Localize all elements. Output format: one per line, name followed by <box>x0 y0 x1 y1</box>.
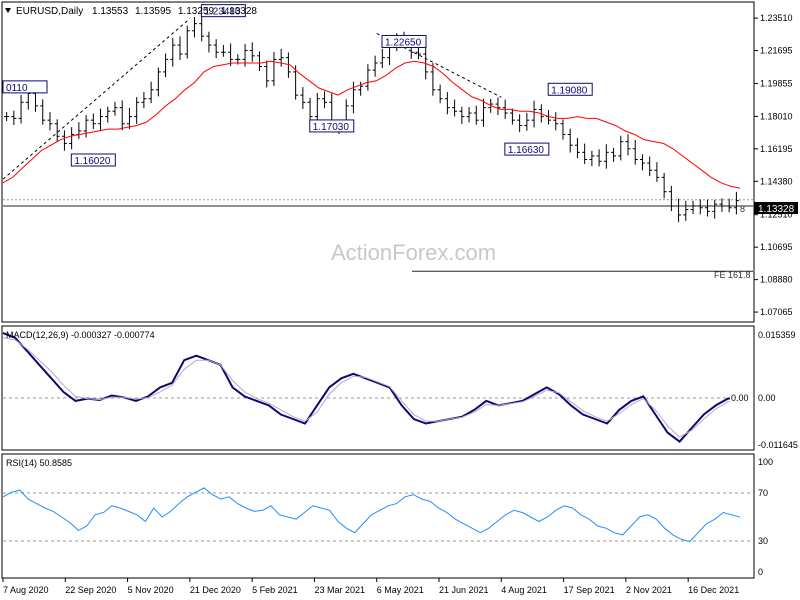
price-horizontal-lines <box>3 199 753 272</box>
annotation-label: 1.19080 <box>551 85 588 96</box>
menu-triangle-icon[interactable] <box>5 8 11 13</box>
rsi-tick-30: 30 <box>758 536 768 546</box>
annotation-box <box>381 34 427 48</box>
macd-series <box>2 332 741 443</box>
y-tick-label: 1.08880 <box>760 275 793 285</box>
macd-panel <box>1 325 755 451</box>
y-tick-label: 1.14380 <box>760 176 793 186</box>
annotation-label: 1.16630 <box>508 145 545 156</box>
price-panel <box>1 1 755 323</box>
line-label-fragment: 8 <box>740 204 745 214</box>
rsi-title: RSI(14) 50.8585 <box>6 458 72 468</box>
macd-zero-tag-bg <box>730 393 752 403</box>
rsi-tick-0: 0 <box>758 567 763 577</box>
trend-line-0 <box>2 18 191 180</box>
watermark: ActionForex.com <box>331 240 496 265</box>
ohlc-close: 1.13328 <box>221 6 258 17</box>
last-price-value: 1.13328 <box>758 204 795 215</box>
rsi-series <box>2 487 741 543</box>
annotation-label: 1.23480 <box>204 7 241 18</box>
x-tick-label: 7 Aug 2020 <box>3 585 49 595</box>
rsi-line <box>2 487 741 543</box>
trend-lines <box>2 18 502 180</box>
annotation-label: 1.17030 <box>313 122 350 133</box>
rsi-tick-70: 70 <box>758 488 768 498</box>
y-tick-label: 1.18010 <box>760 111 793 121</box>
price-candles <box>4 15 739 223</box>
macd-zero-tag: 0.00 <box>731 393 749 403</box>
macd-title: MACD(12,26,9) -0.000327 -0.000774 <box>6 330 155 340</box>
x-tick-label: 2 Nov 2021 <box>626 585 672 595</box>
x-tick-label: 22 Sep 2020 <box>65 585 116 595</box>
fe-level-label: FE 161.8 <box>714 270 751 280</box>
y-tick-label: 1.23510 <box>760 13 793 23</box>
x-tick-label: 5 Feb 2021 <box>252 585 298 595</box>
price-y-axis: 1.23510 1.21695 1.19855 1.18010 1.16195 1.143… <box>754 13 793 317</box>
macd-tick-zero: 0.00 <box>758 393 776 403</box>
ohlc-high: 1.13595 <box>135 6 172 17</box>
x-tick-label: 5 Nov 2020 <box>128 585 174 595</box>
annotation-box <box>504 142 550 156</box>
annotation-box <box>309 119 355 133</box>
x-tick-label: 17 Sep 2021 <box>564 585 615 595</box>
x-tick-label: 4 Aug 2021 <box>501 585 547 595</box>
price-title: EURUSD,Daily 1.13553 1.13595 1.13259 1.1… <box>16 6 257 17</box>
annotation-box <box>547 82 593 96</box>
macd-tick-top: 0.015359 <box>758 330 796 340</box>
annotation-box <box>2 80 48 94</box>
annotation-label: 1.22650 <box>385 37 422 48</box>
rsi-tick-100: 100 <box>758 457 773 467</box>
moving-average-series <box>2 60 741 189</box>
rsi-panel <box>1 453 755 579</box>
macd-tick-bottom: -0.011645 <box>758 440 798 450</box>
annotation-box <box>200 4 246 18</box>
x-tick-label: 21 Jun 2021 <box>439 585 489 595</box>
x-tick-label: 23 Mar 2021 <box>314 585 365 595</box>
y-tick-label: 1.12510 <box>760 210 793 220</box>
annotation-label: 1.16020 <box>74 156 111 167</box>
y-tick-label: 1.19855 <box>760 78 793 88</box>
x-axis: 7 Aug 2020 22 Sep 2020 5 Nov 2020 21 Dec 20… <box>2 578 739 595</box>
annotation-label: 0110 <box>6 83 28 94</box>
x-tick-label: 16 Dec 2021 <box>688 585 739 595</box>
y-tick-label: 1.21695 <box>760 46 793 56</box>
moving-average-line <box>2 60 741 189</box>
x-tick-label: 21 Dec 2020 <box>190 585 241 595</box>
y-tick-label: 1.10695 <box>760 242 793 252</box>
y-tick-label: 1.07065 <box>760 307 793 317</box>
x-tick-label: 6 May 2021 <box>377 585 424 595</box>
y-tick-label: 1.16195 <box>760 144 793 154</box>
ohlc-low: 1.13259 <box>178 6 215 17</box>
macd-signal-line <box>2 337 741 438</box>
symbol-period: EURUSD,Daily <box>16 6 83 17</box>
trend-line-1 <box>376 33 502 98</box>
annotation-box <box>70 153 116 167</box>
swing-annotations: 0110 1.23480 1.16020 1.17030 1.22650 1.19080 1… <box>2 4 593 167</box>
last-price-tag <box>754 202 798 214</box>
ohlc-open: 1.13553 <box>92 6 129 17</box>
